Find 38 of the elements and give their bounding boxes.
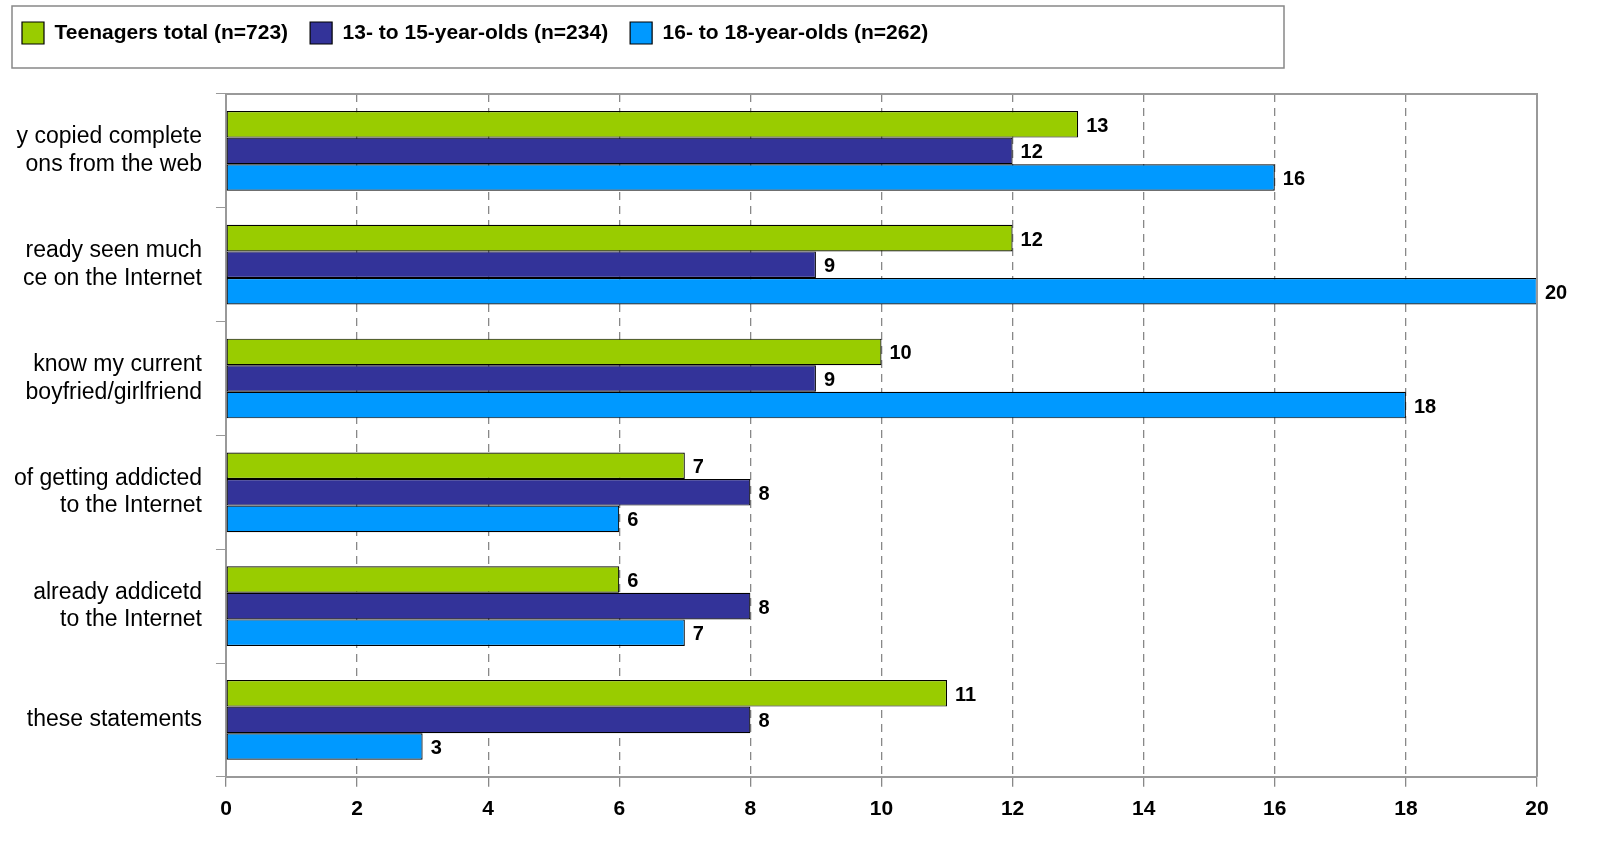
y-tick-label: know my current boyfried/girlfriend — [25, 350, 203, 404]
y-tick-label: already addicetd to the Internet — [33, 577, 203, 632]
x-tick-label: 18 — [1394, 796, 1418, 820]
data-label: 3 — [430, 735, 442, 758]
legend-label: 16- to 18-year-olds (n=262) — [662, 19, 929, 43]
x-tick-label: 12 — [1000, 796, 1025, 820]
x-tick-label: 20 — [1525, 796, 1549, 820]
data-label: 16 — [1282, 166, 1306, 189]
data-label: 12 — [1020, 227, 1043, 250]
legend-label: Teenagers total (n=723) — [54, 19, 289, 43]
data-label: 13 — [1086, 113, 1109, 136]
x-tick-label: 6 — [613, 796, 626, 820]
x-tick-label: 10 — [869, 796, 894, 820]
data-label: 7 — [692, 455, 704, 478]
x-tick-label: 14 — [1132, 796, 1156, 820]
data-label: 10 — [889, 341, 912, 364]
data-label: 7 — [692, 622, 704, 645]
y-tick-label: ready seen much ce on the Internet — [22, 236, 203, 290]
y-tick-label: these statements — [26, 705, 202, 732]
data-label: 9 — [823, 368, 836, 391]
data-label: 11 — [955, 682, 977, 705]
legend-label: 13- to 15-year-olds (n=234) — [342, 19, 609, 43]
data-label: 8 — [758, 481, 770, 504]
y-tick-label: y copied complete ons from the web — [16, 122, 202, 177]
x-tick-label: 4 — [482, 796, 495, 820]
x-tick-label: 0 — [220, 796, 232, 820]
y-tick-label: of getting addicted to the Internet — [13, 463, 203, 518]
data-label: 9 — [823, 254, 836, 277]
x-tick-label: 16 — [1263, 796, 1287, 820]
data-label: 20 — [1545, 280, 1568, 303]
data-label: 8 — [758, 595, 770, 618]
data-label: 12 — [1020, 140, 1043, 163]
data-label: 6 — [627, 569, 639, 592]
x-tick-label: 2 — [351, 796, 363, 820]
data-label: 8 — [758, 709, 770, 732]
x-tick-label: 8 — [744, 796, 757, 820]
data-label: 18 — [1413, 394, 1437, 417]
data-label: 6 — [627, 508, 639, 531]
